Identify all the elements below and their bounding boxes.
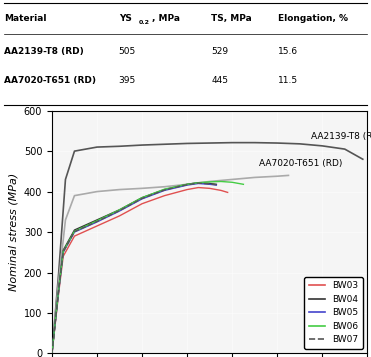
Text: YS: YS xyxy=(119,14,132,23)
Text: 11.5: 11.5 xyxy=(278,76,298,85)
Text: 445: 445 xyxy=(211,76,229,85)
Text: TS, MPa: TS, MPa xyxy=(211,14,252,23)
Text: 0.2: 0.2 xyxy=(139,20,150,25)
Text: Material: Material xyxy=(4,14,46,23)
Text: Elongation, %: Elongation, % xyxy=(278,14,348,23)
Text: AA2139-T8 (RD): AA2139-T8 (RD) xyxy=(311,132,371,141)
Text: 395: 395 xyxy=(119,76,136,85)
Text: 15.6: 15.6 xyxy=(278,47,298,56)
Text: , MPa: , MPa xyxy=(152,14,180,23)
Y-axis label: Nominal stress (MPa): Nominal stress (MPa) xyxy=(8,173,18,291)
Text: 529: 529 xyxy=(211,47,229,56)
Legend: BW03, BW04, BW05, BW06, BW07: BW03, BW04, BW05, BW06, BW07 xyxy=(304,277,363,349)
Text: AA7020-T651 (RD): AA7020-T651 (RD) xyxy=(259,159,342,168)
Text: YS₀.₂, MPa: YS₀.₂, MPa xyxy=(0,356,1,357)
Text: 505: 505 xyxy=(119,47,136,56)
Text: AA2139-T8 (RD): AA2139-T8 (RD) xyxy=(4,47,83,56)
Text: AA7020-T651 (RD): AA7020-T651 (RD) xyxy=(4,76,96,85)
